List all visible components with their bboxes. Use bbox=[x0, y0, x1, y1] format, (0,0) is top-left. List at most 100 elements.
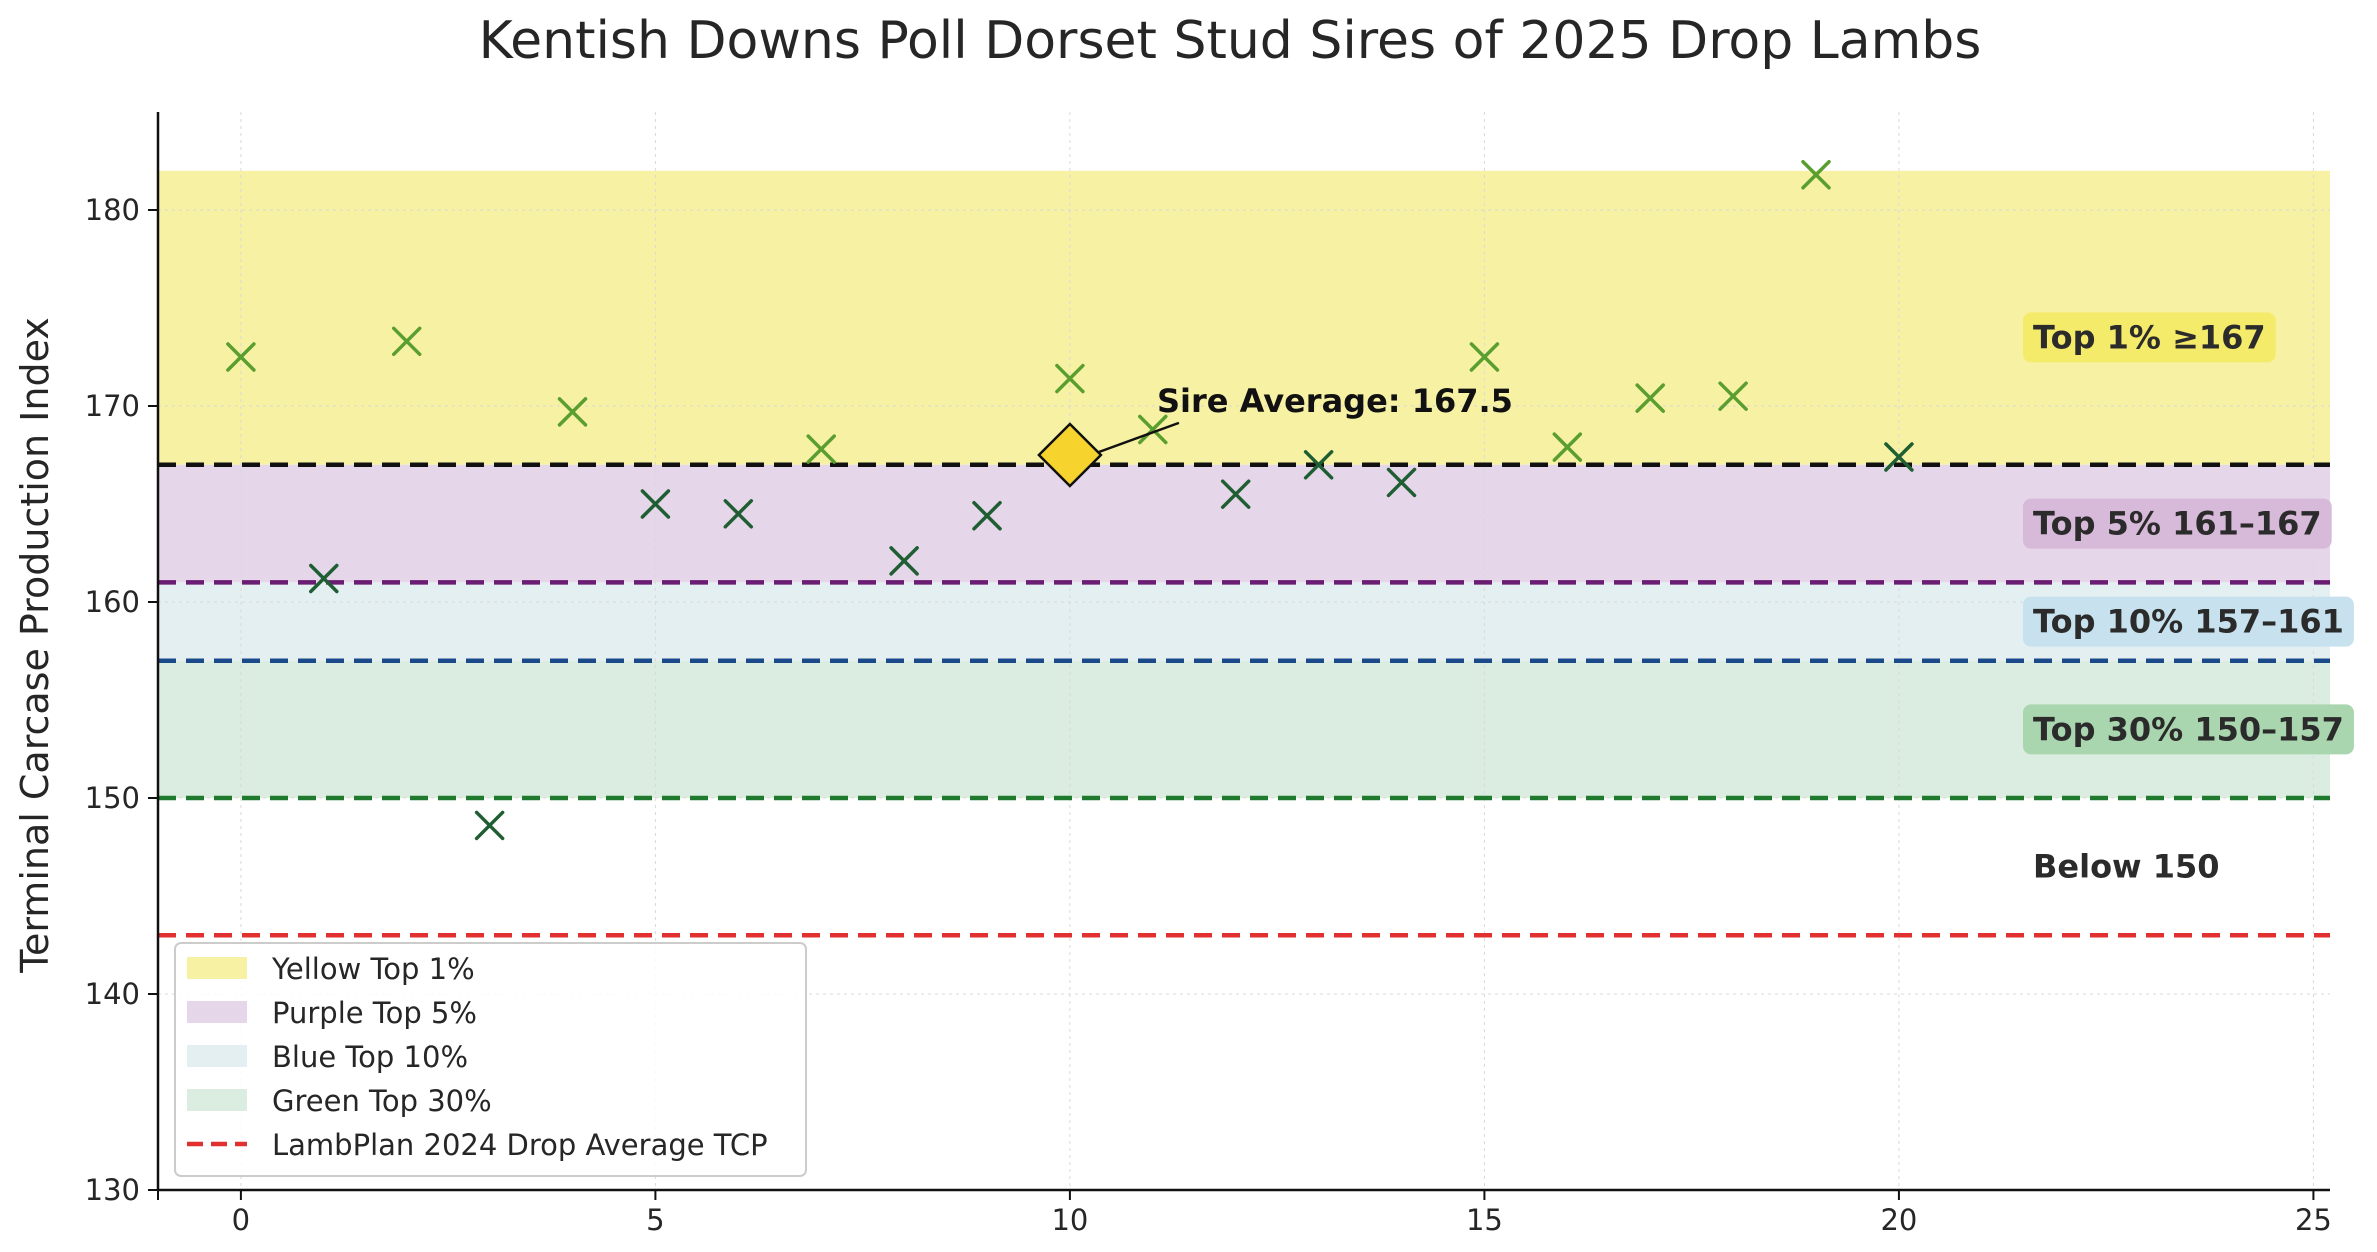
band-label-text: Below 150 bbox=[2033, 848, 2220, 886]
sire-point-stroke bbox=[1718, 381, 1748, 411]
sire-point-stroke bbox=[1138, 414, 1168, 445]
legend-entry-2: Blue Top 10% bbox=[187, 1040, 468, 1074]
legend-box bbox=[174, 942, 807, 1177]
band-label-text: Top 10% 157–161 bbox=[2033, 603, 2344, 641]
sire-point-stroke bbox=[1552, 432, 1583, 462]
legend-entry-3: Green Top 30% bbox=[187, 1084, 492, 1118]
average-label: Sire Average: 167.5 bbox=[1157, 382, 1513, 420]
sire-point-11 bbox=[1138, 414, 1168, 445]
x-tick-label: 20 bbox=[1880, 1203, 1917, 1237]
sire-point-stroke bbox=[723, 499, 754, 529]
y-tick-label: 130 bbox=[85, 1173, 140, 1207]
sire-point-3 bbox=[474, 810, 505, 841]
sire-point-6 bbox=[723, 499, 754, 529]
x-tick-label: 0 bbox=[232, 1203, 250, 1237]
band-label-badge bbox=[2023, 704, 2354, 755]
tier-bands bbox=[158, 170, 2330, 798]
y-tick-label: 160 bbox=[85, 585, 140, 619]
legend-label: Green Top 30% bbox=[272, 1084, 492, 1118]
sire-point-5 bbox=[640, 489, 671, 519]
sire-point-12 bbox=[1220, 479, 1251, 509]
sire-point-9 bbox=[972, 501, 1002, 531]
sire-point-20 bbox=[1884, 442, 1914, 472]
x-tick-label: 25 bbox=[2295, 1203, 2332, 1237]
sire-point-4 bbox=[557, 397, 588, 427]
sire-point-19 bbox=[1801, 159, 1831, 190]
y-tick-label: 140 bbox=[85, 977, 140, 1011]
legend-swatch bbox=[187, 1001, 247, 1023]
sire-point-16 bbox=[1552, 432, 1583, 462]
band-label-badge bbox=[2023, 312, 2276, 363]
sire-average: Sire Average: 167.5 bbox=[1037, 382, 1513, 488]
sire-point-18 bbox=[1718, 381, 1748, 411]
sire-point-stroke bbox=[309, 563, 339, 594]
sire-point-stroke bbox=[391, 326, 422, 357]
band-label-text: Top 1% ≥167 bbox=[2033, 318, 2266, 356]
threshold-lines bbox=[158, 462, 2330, 938]
sire-point-stroke bbox=[1303, 450, 1334, 480]
legend-label: Purple Top 5% bbox=[272, 996, 477, 1030]
sire-point-8 bbox=[889, 546, 919, 576]
sire-point-10 bbox=[1055, 363, 1085, 394]
band-blue-top-10- bbox=[158, 582, 2330, 661]
sire-point-stroke bbox=[557, 397, 588, 427]
sire-point-stroke bbox=[1801, 159, 1831, 190]
sire-point-1 bbox=[309, 563, 339, 594]
sire-point-stroke bbox=[1635, 383, 1665, 413]
sire-point-13 bbox=[1303, 450, 1334, 480]
legend-entry-0: Yellow Top 1% bbox=[187, 952, 475, 986]
sire-point-stroke bbox=[1220, 479, 1251, 509]
legend-swatch bbox=[187, 957, 247, 979]
band-label-3: Top 30% 150–157 bbox=[2023, 704, 2354, 755]
band-label-text: Top 5% 161–167 bbox=[2033, 505, 2322, 543]
legend: Yellow Top 1% Purple Top 5% Blue Top 10% Gr… bbox=[174, 942, 807, 1177]
y-tick-label: 170 bbox=[85, 389, 140, 423]
x-tick-label: 15 bbox=[1466, 1203, 1503, 1237]
sire-points bbox=[226, 159, 1914, 841]
average-annotation-arrow bbox=[1098, 421, 1180, 454]
x-tick-label: 10 bbox=[1051, 1203, 1088, 1237]
band-label-2: Top 10% 157–161 bbox=[2023, 596, 2354, 647]
legend-label: Yellow Top 1% bbox=[271, 952, 475, 986]
band-label-badge bbox=[2023, 596, 2354, 647]
sire-point-stroke bbox=[806, 434, 836, 464]
sire-point-stroke bbox=[226, 342, 256, 372]
band-yellow-top-1- bbox=[158, 170, 2330, 465]
legend-label: Blue Top 10% bbox=[272, 1040, 468, 1074]
legend-entry-1: Purple Top 5% bbox=[187, 996, 477, 1030]
band-label-4: Below 150 bbox=[2033, 848, 2220, 886]
sire-point-stroke bbox=[1386, 467, 1417, 498]
band-green-top-30- bbox=[158, 660, 2330, 798]
sire-point-15 bbox=[1469, 342, 1500, 372]
sire-point-14 bbox=[1386, 467, 1417, 498]
sire-point-stroke bbox=[889, 546, 919, 576]
legend-label: LambPlan 2024 Drop Average TCP bbox=[272, 1128, 768, 1162]
sire-point-stroke bbox=[1884, 442, 1914, 472]
band-purple-top-5- bbox=[158, 464, 2330, 583]
band-label-badge bbox=[2023, 498, 2332, 549]
sire-point-stroke bbox=[972, 501, 1002, 531]
axes: 0 5 10 15 20 25 130 140 150 160 170 180 bbox=[85, 112, 2332, 1237]
sire-point-stroke bbox=[640, 489, 671, 519]
sire-point-stroke bbox=[474, 810, 505, 841]
sire-point-2 bbox=[391, 326, 422, 357]
sire-point-stroke bbox=[1055, 363, 1085, 394]
legend-swatch bbox=[187, 1045, 247, 1067]
x-tick-label: 5 bbox=[646, 1203, 664, 1237]
legend-swatch bbox=[187, 1089, 247, 1111]
band-label-text: Top 30% 150–157 bbox=[2033, 710, 2344, 748]
chart-title: Kentish Downs Poll Dorset Stud Sires of … bbox=[479, 11, 1982, 71]
sire-point-stroke bbox=[1469, 342, 1500, 372]
y-tick-label: 180 bbox=[85, 193, 140, 227]
sire-point-0 bbox=[226, 342, 256, 372]
sire-point-17 bbox=[1635, 383, 1665, 413]
y-tick-label: 150 bbox=[85, 781, 140, 815]
band-label-0: Top 1% ≥167 bbox=[2023, 312, 2276, 363]
band-labels: Top 1% ≥167 Top 5% 161–167 Top 10% 157–161… bbox=[2023, 312, 2354, 886]
legend-entry-4: LambPlan 2024 Drop Average TCP bbox=[187, 1128, 768, 1162]
average-marker bbox=[1037, 422, 1103, 488]
y-axis-label: Terminal Carcase Production Index bbox=[13, 317, 57, 974]
band-label-1: Top 5% 161–167 bbox=[2023, 498, 2332, 549]
sire-point-7 bbox=[806, 434, 836, 464]
